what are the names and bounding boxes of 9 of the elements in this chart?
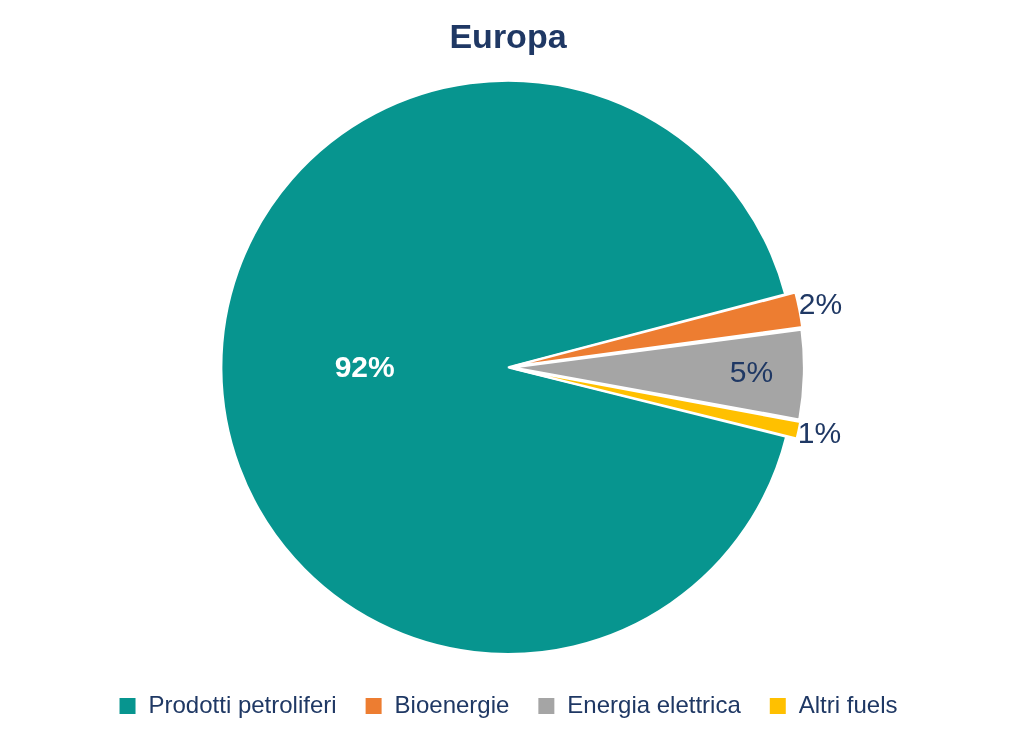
legend-label: Prodotti petroliferi [148,690,337,718]
legend-label: Bioenergie [394,690,510,718]
chart-title: Europa [449,16,568,55]
legend-label: Altri fuels [798,690,898,718]
data-label: 92% [334,349,395,383]
data-label: 5% [729,354,774,388]
legend-label: Energia elettrica [567,690,742,718]
data-label: 1% [797,415,842,449]
data-label: 2% [798,286,843,320]
